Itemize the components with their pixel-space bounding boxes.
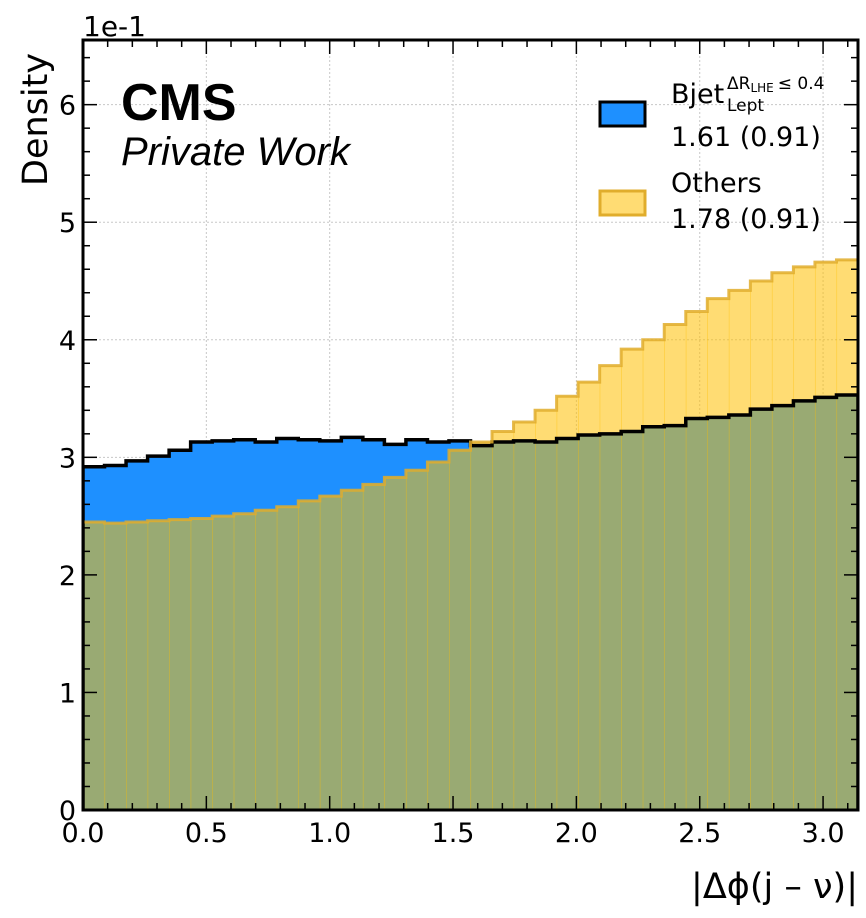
bar-others <box>427 462 450 810</box>
bar-others <box>642 339 665 810</box>
bar-others <box>728 290 751 810</box>
plot-frame <box>81 38 860 812</box>
bar-others <box>319 496 342 810</box>
bar-others <box>814 262 838 810</box>
bar-others <box>384 477 407 810</box>
x-tick-label: 2.0 <box>555 818 598 849</box>
y-tick-label: 6 <box>59 91 76 122</box>
y-tick-label: 0 <box>59 796 76 827</box>
bar-others <box>362 484 385 810</box>
y-tick-label: 5 <box>59 208 76 239</box>
y-axis-label: Density <box>16 53 56 186</box>
x-tick-label: 2.5 <box>678 818 721 849</box>
legend-swatch-bjet <box>598 100 647 128</box>
legend-superscript-bjet: ΔRLHE ≤ 0.4 <box>727 74 824 95</box>
bar-others <box>470 442 493 810</box>
outline-others <box>83 258 858 810</box>
legend-stat-others: 1.78 (0.91) <box>671 204 821 235</box>
x-tick-labels: 0.0 0.5 1.0 1.5 2.0 2.5 3.0 <box>62 818 845 849</box>
bar-others <box>83 521 106 810</box>
bar-others <box>793 266 816 810</box>
y-multiplier: 1e-1 <box>83 10 146 43</box>
bar-others <box>707 298 730 810</box>
private-work-label: Private Work <box>121 130 352 174</box>
x-tick-label: 1.0 <box>308 818 351 849</box>
bar-others <box>255 510 278 810</box>
bar-others <box>276 506 299 810</box>
legend-entry-others: Others 1.78 (0.91) <box>598 168 821 235</box>
bar-others <box>147 520 170 810</box>
bar-others <box>492 431 515 810</box>
axis-ticks <box>82 40 858 811</box>
bar-others <box>405 470 429 810</box>
legend: Bjet ΔRLHE ≤ 0.4 Lept 1.61 (0.91) Others … <box>598 74 824 235</box>
legend-subscript-bjet: Lept <box>727 96 764 116</box>
bar-others <box>190 518 213 810</box>
bar-others <box>341 490 364 810</box>
bar-others <box>771 272 795 810</box>
cms-label: CMS <box>121 74 237 132</box>
x-tick-label: 3.0 <box>802 818 845 849</box>
y-tick-label: 2 <box>59 561 76 592</box>
bar-others <box>556 396 579 810</box>
histogram-outlines <box>83 258 858 810</box>
y-tick-labels: 0 1 2 3 4 5 6 <box>59 91 76 827</box>
x-axis-label: |Δϕ(j – ν)| <box>691 867 858 907</box>
x-tick-label: 1.5 <box>432 818 475 849</box>
bar-others <box>578 382 601 810</box>
legend-stat-bjet: 1.61 (0.91) <box>671 122 821 153</box>
bar-others <box>212 516 235 810</box>
bar-others <box>836 259 858 810</box>
legend-label-others: Others <box>671 168 762 199</box>
bar-others <box>104 523 127 810</box>
histogram-bars <box>83 259 858 810</box>
legend-label-bjet: Bjet <box>671 79 724 110</box>
x-tick-label: 0.5 <box>185 818 228 849</box>
bar-others <box>664 324 687 810</box>
legend-entry-bjet: Bjet ΔRLHE ≤ 0.4 Lept 1.61 (0.91) <box>598 74 824 153</box>
y-tick-label: 3 <box>59 443 76 474</box>
bar-others <box>298 500 321 810</box>
y-tick-label: 1 <box>59 678 76 709</box>
bar-others <box>513 422 536 810</box>
legend-swatch-others <box>598 189 647 217</box>
bar-others <box>621 349 644 810</box>
bar-others <box>685 311 708 810</box>
bar-others <box>448 450 472 810</box>
x-tick-label: 0.0 <box>62 818 105 849</box>
bar-others <box>126 521 149 810</box>
bar-others <box>169 519 192 810</box>
bar-others <box>750 280 773 810</box>
bar-others <box>535 410 558 810</box>
bar-others <box>599 365 622 810</box>
y-tick-label: 4 <box>59 326 76 357</box>
bar-others <box>233 513 256 810</box>
